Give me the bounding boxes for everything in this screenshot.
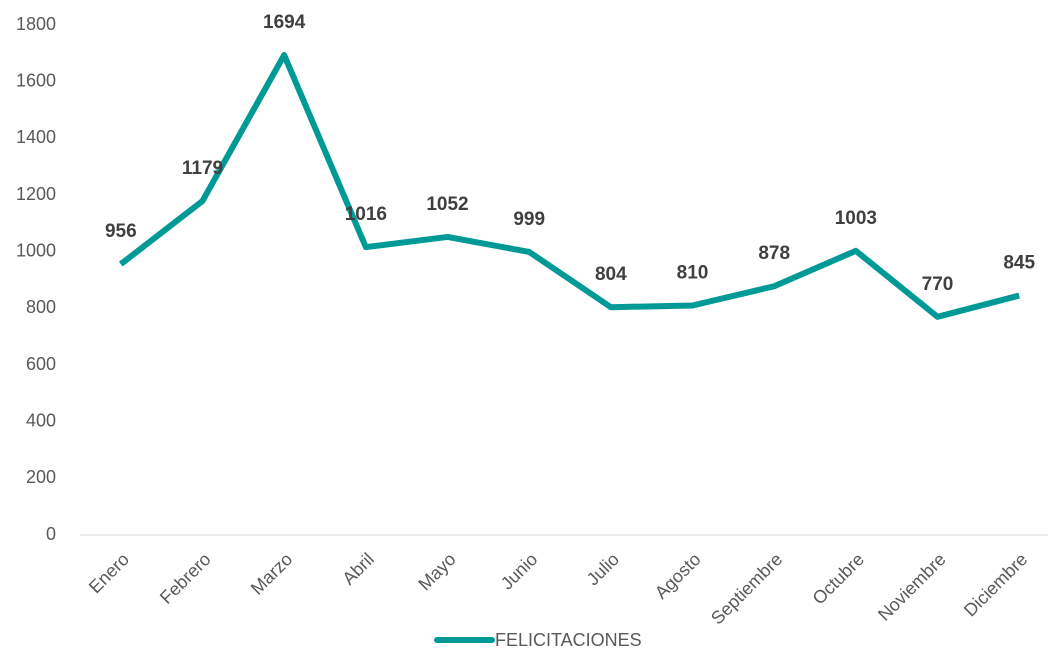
y-tick-label: 800 xyxy=(26,297,56,317)
data-label: 1052 xyxy=(426,194,468,215)
x-tick-label: Noviembre xyxy=(874,549,950,625)
data-label: 1179 xyxy=(182,158,223,179)
legend-label: FELICITACIONES xyxy=(495,630,642,650)
y-tick-label: 1000 xyxy=(16,240,56,260)
x-tick-label: Junio xyxy=(497,549,542,594)
x-tick-label: Mayo xyxy=(414,549,459,594)
x-tick-label: Diciembre xyxy=(960,549,1031,620)
y-tick-label: 0 xyxy=(46,524,56,544)
x-tick-label: Julio xyxy=(583,549,623,589)
data-label: 810 xyxy=(677,263,709,284)
y-tick-label: 1800 xyxy=(16,14,56,34)
data-label: 804 xyxy=(595,264,627,285)
data-label: 770 xyxy=(922,274,954,295)
x-tick-label: Marzo xyxy=(247,549,297,599)
y-tick-label: 600 xyxy=(26,354,56,374)
x-tick-label: Febrero xyxy=(156,549,215,608)
x-tick-label: Abril xyxy=(338,549,378,589)
data-label: 1694 xyxy=(263,12,306,33)
y-tick-label: 400 xyxy=(26,410,56,430)
y-tick-label: 200 xyxy=(26,467,56,487)
x-tick-label: Septiembre xyxy=(707,549,786,628)
x-tick-label: Agosto xyxy=(651,549,705,603)
x-tick-label: Enero xyxy=(85,549,133,597)
y-tick-label: 1200 xyxy=(16,184,56,204)
y-tick-label: 1600 xyxy=(16,70,56,90)
data-label: 1003 xyxy=(835,208,877,229)
data-label: 999 xyxy=(513,209,545,230)
y-tick-label: 1400 xyxy=(16,127,56,147)
data-label: 956 xyxy=(105,221,137,242)
x-tick-label: Octubre xyxy=(809,549,868,608)
data-label: 845 xyxy=(1003,253,1035,274)
data-label: 1016 xyxy=(345,204,387,225)
data-label: 878 xyxy=(758,243,790,264)
series-line xyxy=(118,52,1020,320)
